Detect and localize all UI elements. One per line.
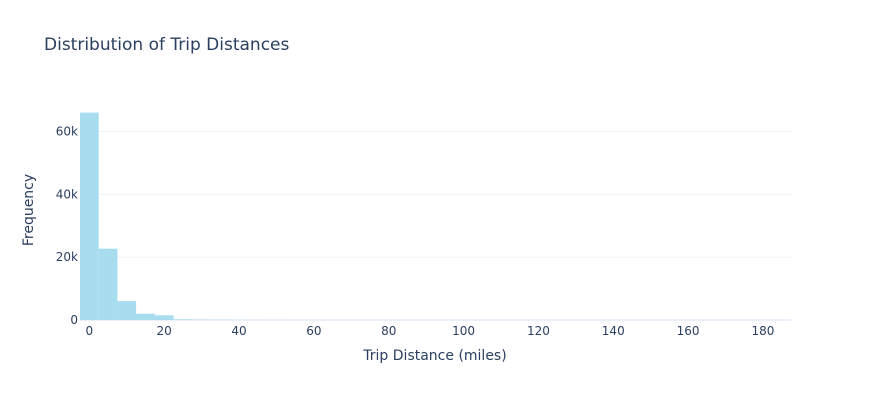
- y-axis-ticks: 0 20k 40k 60k: [56, 124, 78, 327]
- histogram-bars: [80, 112, 286, 320]
- x-tick-label: 160: [677, 324, 700, 338]
- y-tick-label: 0: [70, 313, 78, 327]
- histogram-bar[interactable]: [173, 319, 193, 320]
- x-tick-label: 60: [306, 324, 321, 338]
- x-tick-label: 80: [381, 324, 396, 338]
- y-tick-label: 20k: [56, 250, 78, 264]
- x-axis-title: Trip Distance (miles): [362, 348, 506, 364]
- histogram-bar[interactable]: [136, 313, 155, 320]
- x-tick-label: 120: [527, 324, 550, 338]
- y-tick-label: 40k: [56, 187, 78, 201]
- x-tick-label: 0: [86, 324, 94, 338]
- x-tick-label: 40: [231, 324, 246, 338]
- y-axis-title: Frequency: [21, 174, 37, 246]
- histogram-bar[interactable]: [80, 112, 99, 320]
- x-tick-label: 20: [157, 324, 172, 338]
- x-tick-label: 100: [452, 324, 475, 338]
- x-tick-label: 180: [751, 324, 774, 338]
- histogram-bar[interactable]: [154, 315, 174, 320]
- x-axis-ticks: 0 20 40 60 80 100 120 140 160 180: [86, 324, 775, 338]
- y-tick-label: 60k: [56, 124, 78, 138]
- x-tick-label: 140: [602, 324, 625, 338]
- histogram-bar[interactable]: [98, 248, 118, 320]
- chart-title: Distribution of Trip Distances: [44, 35, 289, 55]
- histogram-bar[interactable]: [117, 301, 137, 320]
